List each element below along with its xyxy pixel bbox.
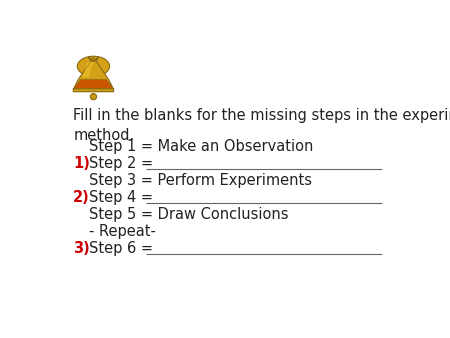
Polygon shape [73, 57, 113, 90]
Polygon shape [82, 62, 94, 77]
Text: Step 2 =: Step 2 = [89, 156, 158, 171]
Text: Step 3 = Perform Experiments: Step 3 = Perform Experiments [89, 173, 312, 188]
Text: - Repeat-: - Repeat- [89, 224, 156, 239]
FancyBboxPatch shape [73, 89, 113, 92]
Text: Step 5 = Draw Conclusions: Step 5 = Draw Conclusions [89, 207, 288, 222]
Circle shape [90, 94, 97, 100]
Ellipse shape [77, 56, 109, 76]
Text: 1): 1) [73, 156, 90, 171]
Text: 2): 2) [73, 190, 90, 205]
Text: Fill in the blanks for the missing steps in the experimental
method.: Fill in the blanks for the missing steps… [73, 108, 450, 143]
Text: Step 4 =: Step 4 = [89, 190, 158, 205]
Text: 3): 3) [73, 241, 90, 256]
Polygon shape [73, 80, 113, 90]
Text: Step 1 = Make an Observation: Step 1 = Make an Observation [89, 139, 313, 154]
Text: Step 6 =: Step 6 = [89, 241, 158, 256]
